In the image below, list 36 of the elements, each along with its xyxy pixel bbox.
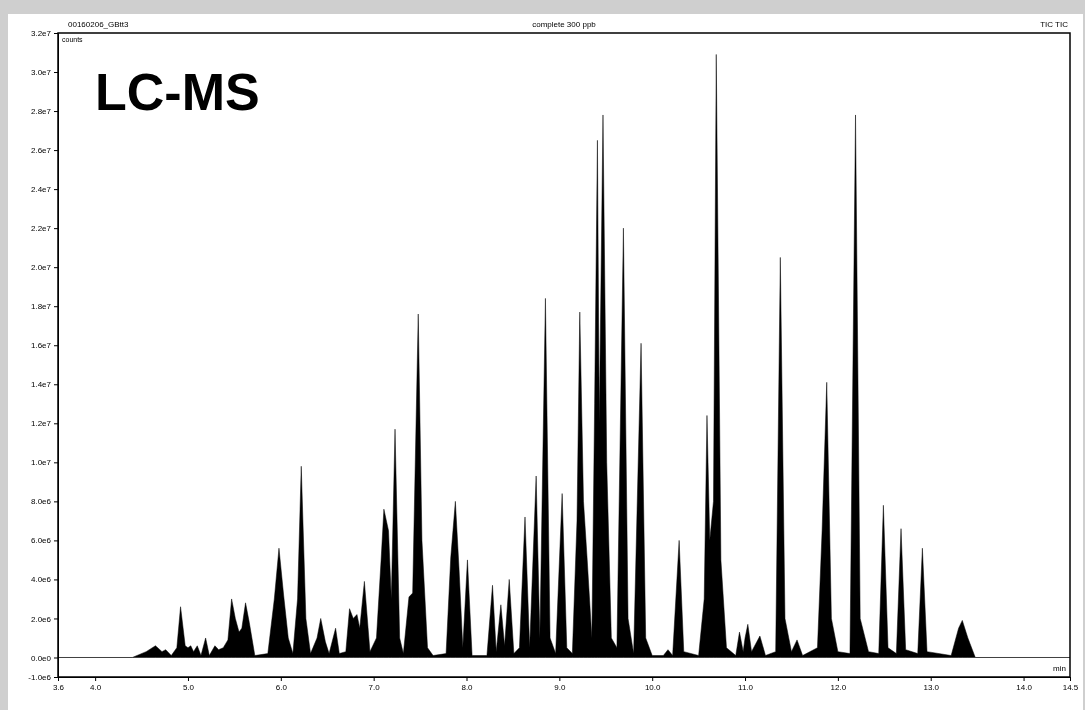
y-tick-label: 1.8e7 [30, 302, 52, 312]
y-tick-label: 3.2e7 [30, 29, 52, 39]
x-tick-label: 9.0 [554, 682, 566, 692]
y-tick-label: 1.2e7 [30, 419, 52, 429]
text: 00160206_GBtt3 [68, 20, 130, 29]
x-tick-label: 5.0 [182, 682, 195, 692]
y-tick-label: 8.0e6 [30, 497, 52, 507]
x-tick-label: 11.0 [738, 682, 754, 692]
x-tick-label: 12.0 [830, 682, 847, 692]
y-tick-label: -1.0e6 [28, 673, 52, 683]
y-tick-label: 1.4e7 [30, 380, 52, 390]
x-tick-label: 10.0 [644, 682, 662, 692]
y-tick-label: 4.0e6 [30, 575, 52, 585]
text: complete 300 ppb [532, 20, 597, 29]
y-tick-label: 6.0e6 [30, 536, 52, 546]
y-tick-label: 0.0e0 [30, 653, 52, 663]
y-tick-label: 2.0e6 [30, 614, 52, 624]
x-tick-label: 4.0 [90, 682, 102, 692]
y-tick-label: 3.0e7 [30, 68, 52, 78]
x-axis-title: min [1053, 664, 1066, 673]
x-tick-label: 14.0 [1016, 682, 1033, 692]
y-tick-label: 2.8e7 [30, 107, 52, 117]
y-tick-label: 1.0e7 [30, 458, 52, 468]
x-tick-label: 6.0 [275, 682, 288, 692]
y-tick-label: 2.0e7 [30, 263, 52, 273]
y-tick-label: 2.4e7 [30, 185, 52, 195]
text: LC-MS [95, 63, 260, 121]
y-tick-label: 2.6e7 [30, 146, 52, 156]
x-tick-label: 13.0 [923, 682, 940, 692]
x-tick-label: 3.6 [52, 682, 65, 692]
y-tick-label: 1.6e7 [30, 341, 52, 351]
x-tick-label: 14.5 [1062, 682, 1079, 692]
y-tick-label: 2.2e7 [30, 224, 52, 234]
x-tick-label: 7.0 [368, 682, 381, 692]
x-tick-label: 8.0 [461, 682, 474, 692]
text: TIC TIC [1040, 20, 1069, 29]
